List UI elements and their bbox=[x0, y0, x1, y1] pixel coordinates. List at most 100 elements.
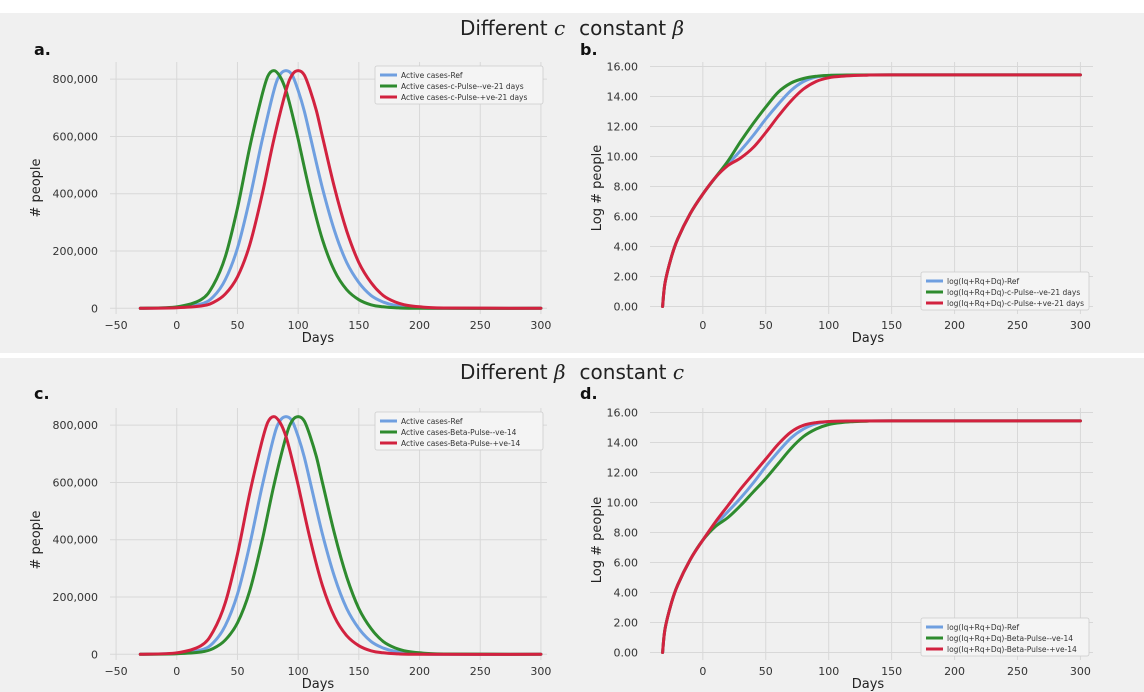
panel-b-legend-label: log(Iq+Rq+Dq)-Ref bbox=[947, 277, 1020, 286]
panel-d-xtick-label: 250 bbox=[1007, 665, 1028, 678]
panel-d-ytick-label: 14.00 bbox=[607, 437, 639, 450]
panel-d-ytick-label: 10.00 bbox=[607, 497, 639, 510]
panel-b-letter: b. bbox=[580, 40, 598, 59]
panel-a-ylabel: # people bbox=[29, 158, 44, 217]
panel-b-legend-box bbox=[920, 271, 1090, 311]
panel-b-xtick-label: 50 bbox=[759, 319, 773, 332]
panel-a-xtick-label: 150 bbox=[348, 319, 369, 332]
panel-c-legend-label: Active cases-Beta-Pulse--ve-14 bbox=[401, 428, 517, 437]
panel-c-letter: c. bbox=[34, 384, 50, 403]
panel-d-xtick-label: 300 bbox=[1070, 665, 1091, 678]
panel-b-xtick-label: 0 bbox=[699, 319, 706, 332]
panel-a-xtick-label: 50 bbox=[230, 319, 244, 332]
row-title-bottom-text: Different bbox=[459, 360, 554, 384]
panel-d-ylabel: Log # people bbox=[590, 497, 605, 583]
panel-c-series-line-3 bbox=[138, 415, 543, 656]
panel-a-legend-label: Active cases-c-Pulse--ve-21 days bbox=[401, 82, 524, 91]
panel-c-ytick-label: 0 bbox=[91, 648, 98, 661]
panel-a-xtick-label: 300 bbox=[530, 319, 551, 332]
panel-c-series-line-1 bbox=[138, 415, 543, 656]
panel-c-series-line-2 bbox=[138, 415, 543, 656]
panel-b-ytick-label: 14.00 bbox=[607, 91, 639, 104]
panel-a-legend-label: Active cases-c-Pulse-+ve-21 days bbox=[401, 93, 527, 102]
panel-a-ytick-label: 800,000 bbox=[53, 73, 99, 86]
panel-c-ytick-label: 600,000 bbox=[53, 476, 99, 489]
row-title-bottom: Different β constant c bbox=[0, 360, 1144, 384]
panel-d-xtick-label: 50 bbox=[759, 665, 773, 678]
row-title-bottom-symbol1: β bbox=[553, 360, 566, 384]
panel-d-xlabel: Days bbox=[852, 677, 885, 692]
panel-a-xlabel: Days bbox=[302, 331, 335, 346]
panel-a-xtick-label: 200 bbox=[409, 319, 430, 332]
panel-c-xtick-label: 0 bbox=[173, 665, 180, 678]
panel-a-ytick-label: 600,000 bbox=[53, 130, 99, 143]
panel-d-letter: d. bbox=[580, 384, 598, 403]
panel-a-series-line-3 bbox=[138, 69, 543, 310]
panel-a-xtick-label: 100 bbox=[288, 319, 309, 332]
panel-a-ytick-label: 0 bbox=[91, 302, 98, 315]
panel-d-legend-box bbox=[920, 617, 1090, 657]
panel-b-ytick-label: 12.00 bbox=[607, 121, 639, 134]
panel-d-ytick-label: 12.00 bbox=[607, 467, 639, 480]
panel-b-xtick-label: 100 bbox=[818, 319, 839, 332]
panel-a-legend-box bbox=[374, 65, 544, 105]
panel-d-xtick-label: 100 bbox=[818, 665, 839, 678]
panel-d-xtick-label: 150 bbox=[881, 665, 902, 678]
panel-d-legend-label: log(Iq+Rq+Dq)-Beta-Pulse--ve-14 bbox=[947, 634, 1073, 643]
panel-a-xtick-label: 250 bbox=[470, 319, 491, 332]
panel-d-ytick-label: 6.00 bbox=[614, 557, 639, 570]
panel-d-ytick-label: 8.00 bbox=[614, 527, 639, 540]
panel-b-xtick-label: 150 bbox=[881, 319, 902, 332]
row-title-top-symbol2: β bbox=[672, 16, 685, 40]
panel-a-xtick-label: −50 bbox=[104, 319, 127, 332]
panel-d-xtick-label: 0 bbox=[699, 665, 706, 678]
row-title-bottom-symbol2: c bbox=[672, 360, 685, 384]
panel-c-ylabel: # people bbox=[29, 510, 44, 569]
row-title-bottom-text2: constant bbox=[579, 360, 673, 384]
panel-b-xlabel: Days bbox=[852, 331, 885, 346]
panel-c-ytick-label: 400,000 bbox=[53, 534, 99, 547]
panel-d-ytick-label: 0.00 bbox=[614, 647, 639, 660]
panel-d-ytick-label: 2.00 bbox=[614, 617, 639, 630]
panel-b-ytick-label: 10.00 bbox=[607, 151, 639, 164]
panel-d-xtick-label: 200 bbox=[944, 665, 965, 678]
panel-c-legend-label: Active cases-Ref bbox=[401, 417, 463, 426]
panel-b-ytick-label: 2.00 bbox=[614, 271, 639, 284]
panel-b-xtick-label: 300 bbox=[1070, 319, 1091, 332]
panel-c-xtick-label: 200 bbox=[409, 665, 430, 678]
panel-b-ytick-label: 0.00 bbox=[614, 301, 639, 314]
panel-b-ytick-label: 4.00 bbox=[614, 241, 639, 254]
panel-c-ytick-label: 800,000 bbox=[53, 419, 99, 432]
panel-a-legend-label: Active cases-Ref bbox=[401, 71, 463, 80]
row-title-top-symbol1: c bbox=[553, 16, 566, 40]
panel-b-series-line-3 bbox=[661, 73, 1082, 308]
panel-c-xtick-label: 250 bbox=[470, 665, 491, 678]
panel-c-xtick-label: 300 bbox=[530, 665, 551, 678]
row-title-top: Different c constant β bbox=[0, 16, 1144, 40]
panel-a-ytick-label: 200,000 bbox=[53, 245, 99, 258]
panel-a-ytick-label: 400,000 bbox=[53, 188, 99, 201]
panel-b-xtick-label: 250 bbox=[1007, 319, 1028, 332]
panel-d-ytick-label: 4.00 bbox=[614, 587, 639, 600]
panel-a-letter: a. bbox=[34, 40, 51, 59]
panel-b-xtick-label: 200 bbox=[944, 319, 965, 332]
panel-b-ytick-label: 8.00 bbox=[614, 181, 639, 194]
panel-a-series-line-2 bbox=[138, 69, 543, 310]
panel-a-series-line-1 bbox=[138, 69, 543, 310]
panel-c-xtick-label: 50 bbox=[230, 665, 244, 678]
panel-c-xtick-label: 150 bbox=[348, 665, 369, 678]
panel-c-legend-label: Active cases-Beta-Pulse-+ve-14 bbox=[401, 439, 520, 448]
panel-b-legend-label: log(Iq+Rq+Dq)-c-Pulse-+ve-21 days bbox=[947, 299, 1084, 308]
panel-c-legend-box bbox=[374, 411, 544, 451]
panel-d-ytick-label: 16.00 bbox=[607, 407, 639, 420]
panel-b-ylabel: Log # people bbox=[590, 145, 605, 231]
panel-c-xtick-label: −50 bbox=[104, 665, 127, 678]
panel-c-xtick-label: 100 bbox=[288, 665, 309, 678]
panel-c-xlabel: Days bbox=[302, 677, 335, 692]
panel-d-legend-label: log(Iq+Rq+Dq)-Beta-Pulse-+ve-14 bbox=[947, 645, 1077, 654]
panel-d-series-line-3 bbox=[661, 419, 1082, 654]
panel-b-ytick-label: 6.00 bbox=[614, 211, 639, 224]
row-title-top-text: Different bbox=[459, 16, 554, 40]
panel-a-xtick-label: 0 bbox=[173, 319, 180, 332]
